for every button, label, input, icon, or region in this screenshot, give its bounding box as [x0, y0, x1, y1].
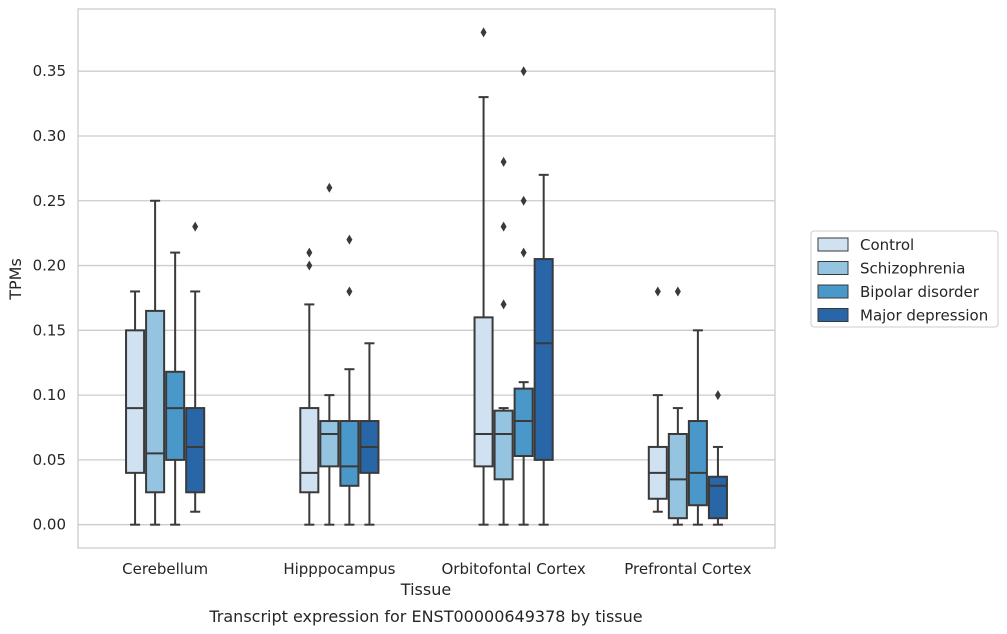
box-3-2 — [687, 329, 708, 526]
outlier-marker-0 — [654, 286, 661, 297]
y-tick-label-7: 0.35 — [33, 62, 66, 80]
outlier-marker-0 — [520, 247, 527, 258]
box-body — [299, 407, 320, 494]
box-0-2 — [165, 251, 186, 526]
outlier-marker-0 — [192, 221, 199, 232]
outlier-marker-2 — [520, 66, 527, 77]
box-0-1 — [145, 199, 166, 526]
outlier-marker-0 — [500, 299, 507, 310]
y-tick-label-6: 0.30 — [33, 127, 66, 145]
outlier-marker-0 — [306, 260, 313, 271]
outlier-marker-2 — [500, 156, 507, 167]
legend-swatch-3 — [817, 308, 849, 322]
legend-swatch-1 — [817, 261, 849, 275]
x-tick-label-1: Hipppocampus — [283, 560, 395, 578]
box-1-0 — [299, 247, 320, 526]
box-0-0 — [125, 290, 146, 526]
box-body — [165, 370, 186, 461]
outlier-marker-0 — [480, 27, 487, 38]
box-3-1 — [667, 286, 688, 526]
box-2-0 — [473, 27, 494, 526]
box-3-0 — [647, 286, 668, 513]
outlier-marker-0 — [326, 182, 333, 193]
x-tick-label-2: Orbitofontal Cortex — [442, 560, 586, 578]
outlier-marker-0 — [346, 286, 353, 297]
y-tick-label-0: 0.00 — [33, 516, 66, 534]
box-body — [513, 387, 534, 458]
y-tick-label-4: 0.20 — [33, 257, 66, 275]
y-tick-label-1: 0.05 — [33, 451, 66, 469]
outlier-marker-1 — [346, 234, 353, 245]
y-tick-label-3: 0.15 — [33, 321, 66, 339]
y-axis-label: TPMs — [6, 258, 25, 301]
legend-label-2: Bipolar disorder — [860, 283, 980, 301]
y-tick-label-5: 0.25 — [33, 192, 66, 210]
box-1-1 — [319, 182, 340, 526]
box-body — [145, 309, 166, 494]
box-1-3 — [359, 342, 380, 526]
chart-caption: Transcript expression for ENST0000064937… — [208, 607, 642, 626]
box-body — [319, 420, 340, 468]
box-body — [185, 407, 206, 494]
outlier-marker-0 — [674, 286, 681, 297]
legend-label-0: Control — [860, 236, 914, 254]
y-tick-label-2: 0.10 — [33, 386, 66, 404]
box-body — [493, 409, 514, 481]
y-tick-labels: 0.00 0.05 0.10 0.15 0.20 0.25 0.30 0.35 — [33, 62, 66, 533]
box-body — [533, 258, 554, 461]
boxes — [125, 27, 728, 526]
box-2-1 — [493, 156, 514, 526]
box-1-2 — [339, 234, 360, 526]
plot-frame — [77, 8, 776, 549]
box-3-3 — [707, 390, 728, 526]
legend-frame — [810, 230, 999, 328]
x-tick-label-3: Prefrontal Cortex — [624, 560, 751, 578]
box-2-3 — [533, 173, 554, 526]
legend-label-1: Schizophrenia — [860, 260, 965, 278]
outlier-marker-1 — [520, 195, 527, 206]
legend-swatch-2 — [817, 284, 849, 299]
legend: Control Schizophrenia Bipolar disorder Majo… — [810, 230, 999, 328]
box-0-3 — [185, 221, 206, 513]
x-tick-labels: Cerebellum Hipppocampus Orbitofontal Corte… — [122, 560, 751, 578]
x-tick-label-0: Cerebellum — [122, 560, 208, 578]
box-body — [473, 316, 494, 468]
box-body — [687, 420, 708, 507]
legend-swatch-0 — [817, 237, 849, 252]
outlier-marker-0 — [714, 390, 721, 401]
box-body — [125, 329, 146, 474]
outlier-marker-1 — [306, 247, 313, 258]
outlier-marker-1 — [500, 221, 507, 232]
legend-label-3: Major depression — [860, 307, 988, 325]
x-axis-label: Tissue — [400, 580, 451, 599]
box-2-2 — [513, 66, 534, 526]
box-body — [667, 432, 688, 520]
box-body — [339, 420, 360, 487]
box-body — [707, 475, 728, 520]
